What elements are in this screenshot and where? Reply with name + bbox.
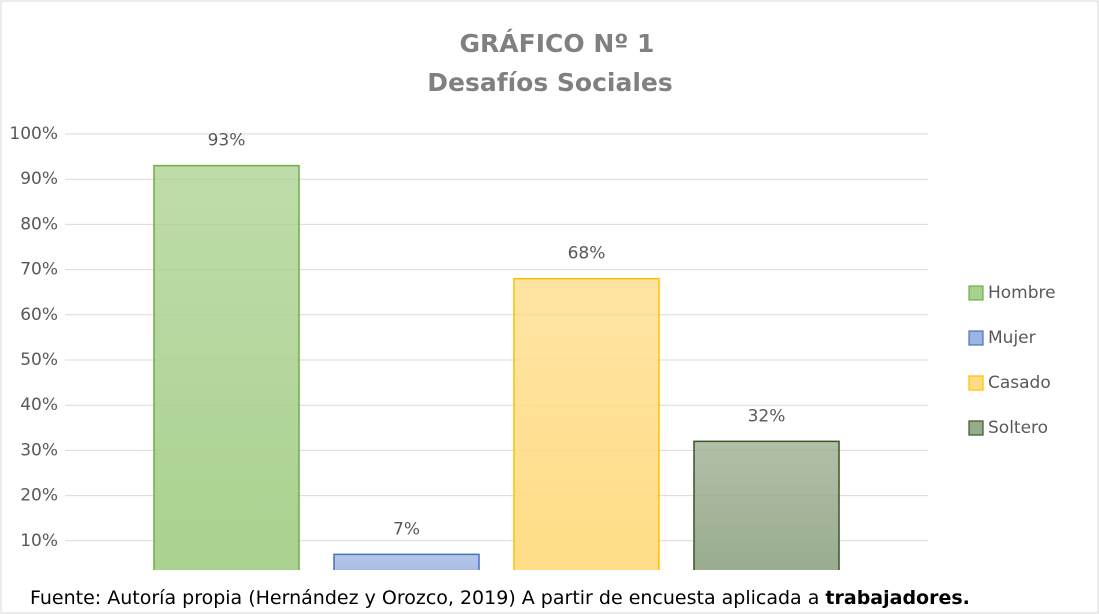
plot: 10% 20% 30% 40% 50% 60% 70% 80% 90% 100% 93% Hombre… — [9, 124, 1056, 587]
source-note: Fuente: Autoría propia (Hernández y Oroz… — [30, 587, 970, 609]
data-label: 68% — [568, 244, 606, 264]
y-tick-label: 90% — [20, 169, 58, 189]
y-tick-label: 60% — [20, 305, 58, 325]
source-text: Fuente: Autoría propia (Hernández y Oroz… — [30, 587, 825, 609]
data-label: 93% — [208, 131, 246, 151]
bar — [693, 440, 840, 587]
bar — [153, 164, 300, 587]
y-tick-label: 40% — [20, 395, 58, 415]
y-tick-label: 70% — [20, 260, 58, 280]
legend-label: Soltero — [988, 418, 1048, 438]
data-label: 7% — [393, 519, 420, 539]
legend-swatch — [968, 330, 984, 346]
y-tick-label: 80% — [20, 214, 58, 234]
y-tick-label: 50% — [20, 350, 58, 370]
bar — [513, 277, 660, 587]
y-tick-label: 30% — [20, 440, 58, 460]
legend-label: Casado — [988, 373, 1051, 393]
legend-swatch — [968, 420, 984, 436]
y-tick-label: 20% — [20, 486, 58, 506]
chart-title: GRÁFICO Nº 1 — [460, 29, 655, 58]
y-tick-label: 10% — [20, 531, 58, 551]
source-bold: trabajadores. — [825, 587, 969, 609]
legend-swatch — [968, 285, 984, 301]
footer-bg — [2, 570, 1097, 612]
legend-label: Mujer — [988, 328, 1036, 348]
chart-subtitle: Desafíos Sociales — [427, 68, 673, 97]
y-tick-label: 100% — [9, 124, 58, 144]
legend-swatch — [968, 375, 984, 391]
legend-label: Hombre — [988, 283, 1056, 303]
data-label: 32% — [748, 406, 786, 426]
